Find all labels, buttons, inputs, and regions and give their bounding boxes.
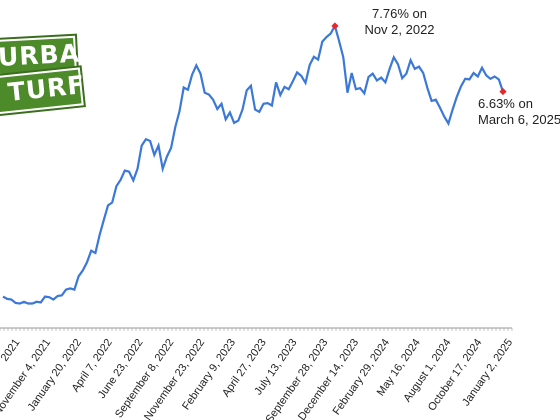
peak-annotation: 7.76% on Nov 2, 2022: [352, 6, 447, 38]
urban-turf-logo: URBAN TURF: [0, 35, 103, 115]
x-axis-ticks: [0, 328, 513, 331]
x-tick-label: 2021: [0, 337, 22, 364]
peak-annotation-rate: 7.76% on: [372, 6, 427, 21]
latest-marker: [499, 87, 507, 96]
peak-annotation-date: Nov 2, 2022: [364, 22, 435, 37]
highlight-markers: [331, 22, 507, 96]
x-tick-label: February 29, 2024: [331, 337, 392, 418]
logo-text-turf: TURF: [6, 69, 87, 107]
logo-sign-bottom: TURF: [0, 67, 87, 115]
rate-series-line: [2, 23, 505, 305]
x-tick-label: September 8, 2022: [113, 337, 177, 420]
logo-text-urban: URBAN: [0, 37, 103, 72]
latest-annotation: 6.63% on March 6, 2025: [478, 96, 560, 128]
latest-annotation-date: March 6, 2025: [478, 112, 560, 127]
latest-annotation-rate: 6.63% on: [478, 96, 533, 111]
peak-marker: [331, 22, 339, 30]
